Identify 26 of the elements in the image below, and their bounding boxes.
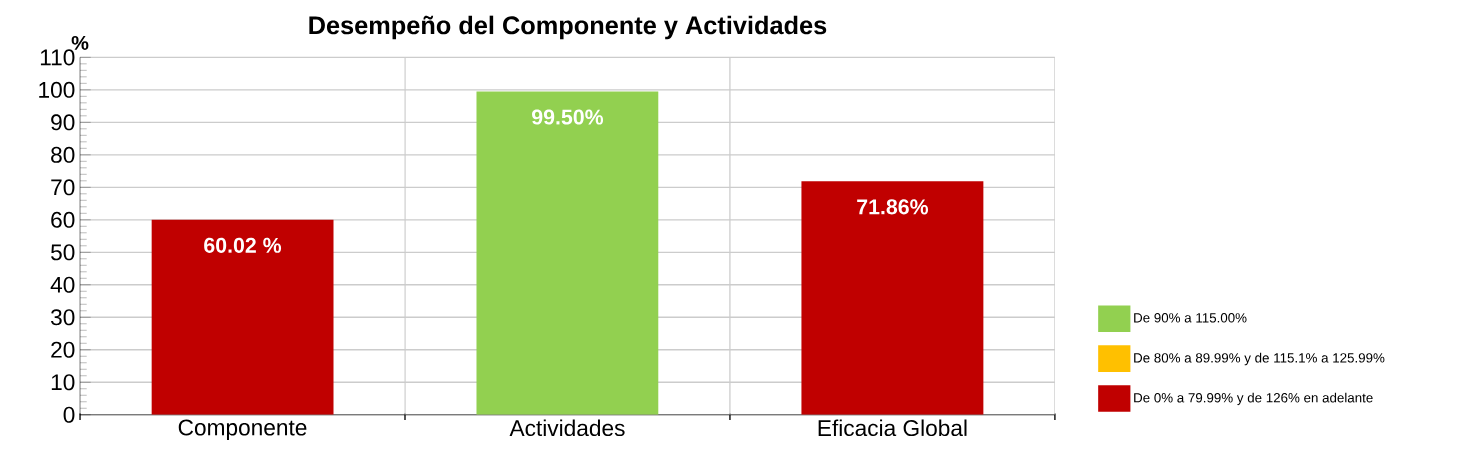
y-tick-label: 20: [51, 341, 75, 358]
chart-title: Desempeño del Componente y Actividades: [309, 15, 827, 40]
y-tick-label: 30: [50, 309, 75, 326]
data-label: 60.02 %: [204, 237, 282, 253]
y-tick-label: 90: [51, 114, 75, 131]
y-tick-label: 100: [39, 81, 75, 98]
y-tick-label: 110: [40, 49, 75, 66]
y-tick-label: 10: [51, 374, 75, 391]
y-tick-label: 70: [51, 179, 75, 196]
x-tick-label: Actividades: [509, 419, 625, 437]
y-tick-label: 60: [51, 211, 75, 228]
data-label: 71.86%: [857, 199, 929, 215]
legend-label: De 0% a 79.99% y de 126% en adelante: [1134, 392, 1373, 406]
legend-label: De 90% a 115.00%: [1134, 313, 1247, 323]
y-tick-label: 0: [63, 406, 75, 423]
y-tick-label: 50: [51, 244, 75, 261]
x-tick-label: Eficacia Global: [818, 419, 967, 437]
bar: [151, 219, 334, 415]
bar: [476, 91, 659, 415]
y-axis-title: %: [71, 35, 89, 50]
y-tick-label: 80: [51, 146, 75, 163]
data-label: 99.50%: [532, 109, 604, 125]
x-tick-label: Componente: [178, 419, 307, 440]
bar: [801, 181, 984, 415]
y-tick-label: 40: [50, 276, 75, 293]
legend-label: De 80% a 89.99% y de 115.1% a 125.99%: [1134, 352, 1385, 366]
